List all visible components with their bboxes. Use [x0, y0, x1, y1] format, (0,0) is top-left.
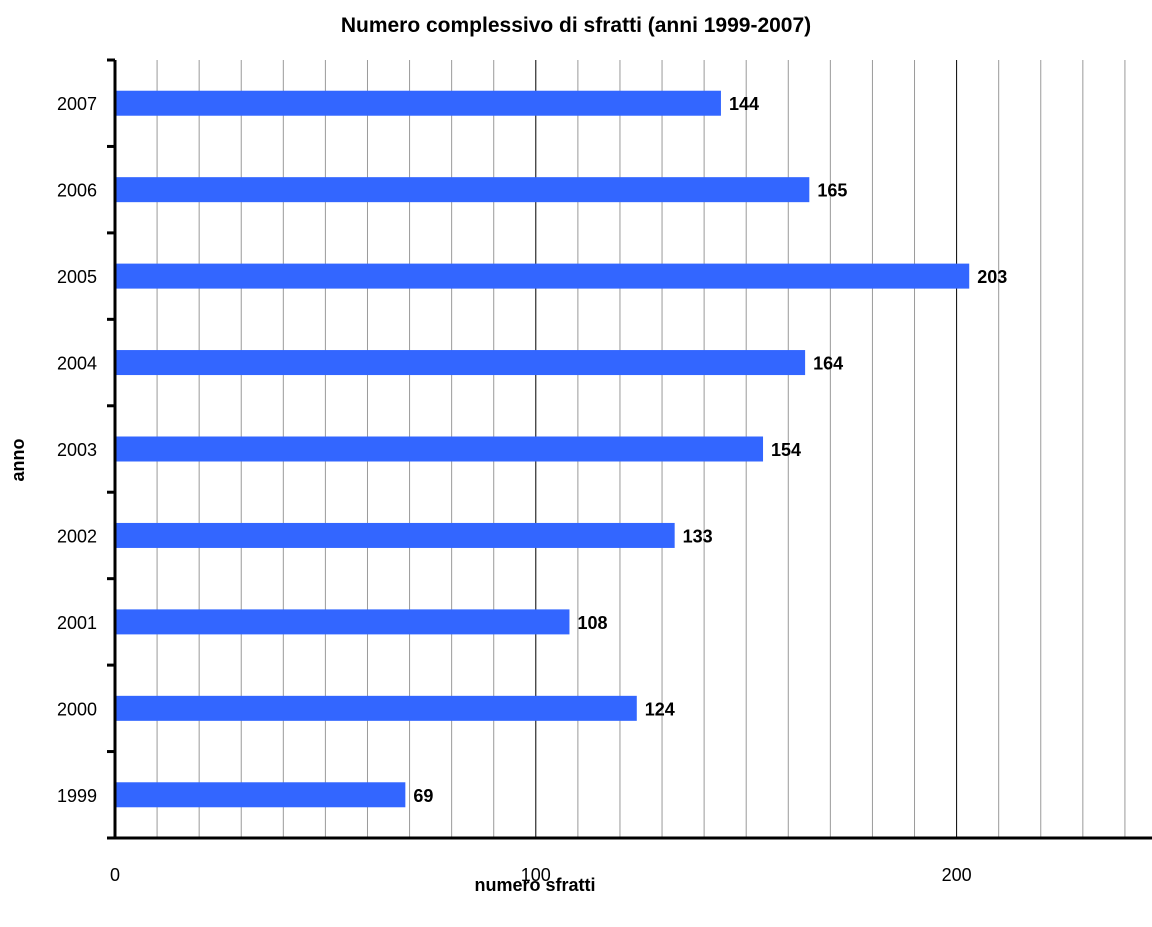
chart-title: Numero complessivo di sfratti (anni 1999… — [340, 14, 812, 37]
data-label-2003: 154 — [771, 440, 801, 460]
y-tick-label-2002: 2002 — [57, 526, 97, 546]
y-axis-title: anno — [8, 438, 28, 481]
y-tick-label-1999: 1999 — [57, 786, 97, 806]
x-axis-title: numero sfratti — [474, 875, 595, 895]
bar-2006 — [115, 177, 810, 203]
bar-2000 — [115, 695, 637, 721]
x-tick-label-0: 0 — [110, 865, 120, 885]
bar-2007 — [115, 90, 721, 116]
bar-2001 — [115, 609, 570, 635]
y-tick-label-2003: 2003 — [57, 440, 97, 460]
y-tick-label-2001: 2001 — [57, 613, 97, 633]
x-tick-label-200: 200 — [942, 865, 972, 885]
bar-1999 — [115, 782, 406, 808]
data-label-2007: 144 — [729, 94, 759, 114]
tick-labels: 1999 2000 2001 2002 2003 2004 2005 2006 2007 0 100… — [57, 94, 972, 885]
y-tick-label-2005: 2005 — [57, 267, 97, 287]
x-tick-label-100: 100 — [521, 865, 551, 885]
bar-2002 — [115, 522, 675, 548]
data-label-2001: 108 — [577, 613, 607, 633]
y-tick-label-2000: 2000 — [57, 699, 97, 719]
bar-2003 — [115, 436, 764, 462]
y-tick-label-2007: 2007 — [57, 94, 97, 114]
bars — [115, 90, 970, 808]
data-label-2000: 124 — [645, 699, 675, 719]
axes — [107, 58, 1152, 840]
y-tick-label-2004: 2004 — [57, 354, 97, 374]
data-label-1999: 69 — [413, 786, 433, 806]
data-label-2006: 165 — [817, 181, 847, 201]
data-label-2004: 164 — [813, 354, 843, 374]
bar-2005 — [115, 263, 970, 289]
data-label-2002: 133 — [683, 526, 713, 546]
data-label-2005: 203 — [977, 267, 1007, 287]
data-labels: 69 124 108 133 154 164 203 165 144 — [413, 94, 1007, 806]
y-tick-label-2006: 2006 — [57, 181, 97, 201]
bar-2004 — [115, 350, 806, 376]
